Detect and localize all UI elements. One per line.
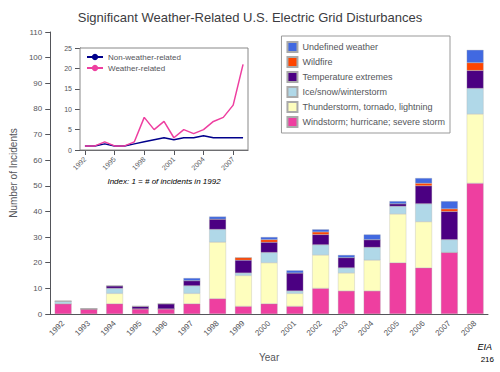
svg-text:Wildfire: Wildfire <box>302 57 332 67</box>
svg-text:1998: 1998 <box>131 155 147 171</box>
svg-text:EIA: EIA <box>477 342 492 352</box>
svg-text:20: 20 <box>64 65 72 72</box>
svg-text:90: 90 <box>33 79 42 88</box>
svg-text:1993: 1993 <box>73 318 92 337</box>
svg-text:10: 10 <box>33 284 42 293</box>
svg-text:10: 10 <box>64 106 72 113</box>
svg-text:0: 0 <box>68 147 72 154</box>
svg-text:5: 5 <box>68 126 72 133</box>
svg-text:100: 100 <box>29 53 43 62</box>
svg-text:Number of Incidents: Number of Incidents <box>8 128 19 218</box>
svg-text:1995: 1995 <box>101 155 117 171</box>
svg-text:20: 20 <box>33 258 42 267</box>
svg-text:1995: 1995 <box>125 318 144 337</box>
svg-text:2001: 2001 <box>160 155 176 171</box>
svg-text:1996: 1996 <box>150 318 169 337</box>
svg-text:Weather-related: Weather-related <box>108 64 165 73</box>
svg-text:70: 70 <box>33 130 42 139</box>
svg-text:Undefined weather: Undefined weather <box>302 42 378 52</box>
svg-text:1999: 1999 <box>228 318 247 337</box>
svg-text:25: 25 <box>64 45 72 52</box>
svg-text:2007: 2007 <box>220 155 236 171</box>
svg-text:80: 80 <box>33 104 42 113</box>
svg-text:2003: 2003 <box>331 318 350 337</box>
svg-text:50: 50 <box>33 181 42 190</box>
svg-text:40: 40 <box>33 207 42 216</box>
svg-text:216: 216 <box>481 355 495 364</box>
svg-text:Non-weather-related: Non-weather-related <box>108 53 181 62</box>
svg-text:2001: 2001 <box>279 318 298 337</box>
svg-text:Ice/snow/winterstorm: Ice/snow/winterstorm <box>302 87 387 97</box>
svg-text:2000: 2000 <box>253 318 272 337</box>
svg-text:1997: 1997 <box>176 318 195 337</box>
svg-text:60: 60 <box>33 156 42 165</box>
svg-text:2008: 2008 <box>459 318 478 337</box>
svg-text:Significant Weather-Related U.: Significant Weather-Related U.S. Electri… <box>78 10 423 25</box>
svg-text:30: 30 <box>33 233 42 242</box>
svg-text:1992: 1992 <box>47 318 66 337</box>
svg-text:Temperature extremes: Temperature extremes <box>302 72 393 82</box>
svg-text:2005: 2005 <box>382 318 401 337</box>
svg-text:2004: 2004 <box>190 155 206 171</box>
svg-text:1992: 1992 <box>71 155 87 171</box>
svg-text:Year: Year <box>259 352 280 363</box>
svg-text:15: 15 <box>64 85 72 92</box>
svg-text:2007: 2007 <box>434 318 453 337</box>
svg-text:Thunderstorm, tornado, lightni: Thunderstorm, tornado, lightning <box>302 102 432 112</box>
svg-text:2006: 2006 <box>408 318 427 337</box>
svg-text:Index: 1 = # of incidents in 1: Index: 1 = # of incidents in 1992 <box>107 177 221 186</box>
svg-text:110: 110 <box>29 28 42 37</box>
svg-text:1998: 1998 <box>202 318 221 337</box>
svg-text:0: 0 <box>38 310 43 319</box>
svg-text:1994: 1994 <box>99 318 118 337</box>
svg-text:2004: 2004 <box>356 318 375 337</box>
svg-text:Windstorm; hurricane; severe s: Windstorm; hurricane; severe storm <box>302 117 445 127</box>
svg-text:2002: 2002 <box>305 318 324 337</box>
